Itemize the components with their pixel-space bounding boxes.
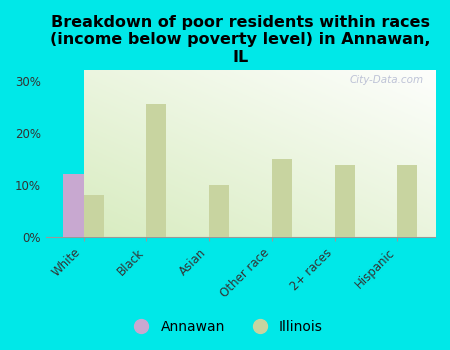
- Bar: [397, 165, 418, 237]
- Bar: [84, 195, 104, 237]
- Legend: Annawan, Illinois: Annawan, Illinois: [122, 314, 328, 340]
- Text: City-Data.com: City-Data.com: [349, 75, 423, 85]
- Bar: [63, 174, 84, 237]
- Bar: [209, 185, 229, 237]
- Title: Breakdown of poor residents within races
(income below poverty level) in Annawan: Breakdown of poor residents within races…: [50, 15, 431, 65]
- Bar: [146, 104, 166, 237]
- Bar: [335, 165, 355, 237]
- Bar: [272, 159, 292, 237]
